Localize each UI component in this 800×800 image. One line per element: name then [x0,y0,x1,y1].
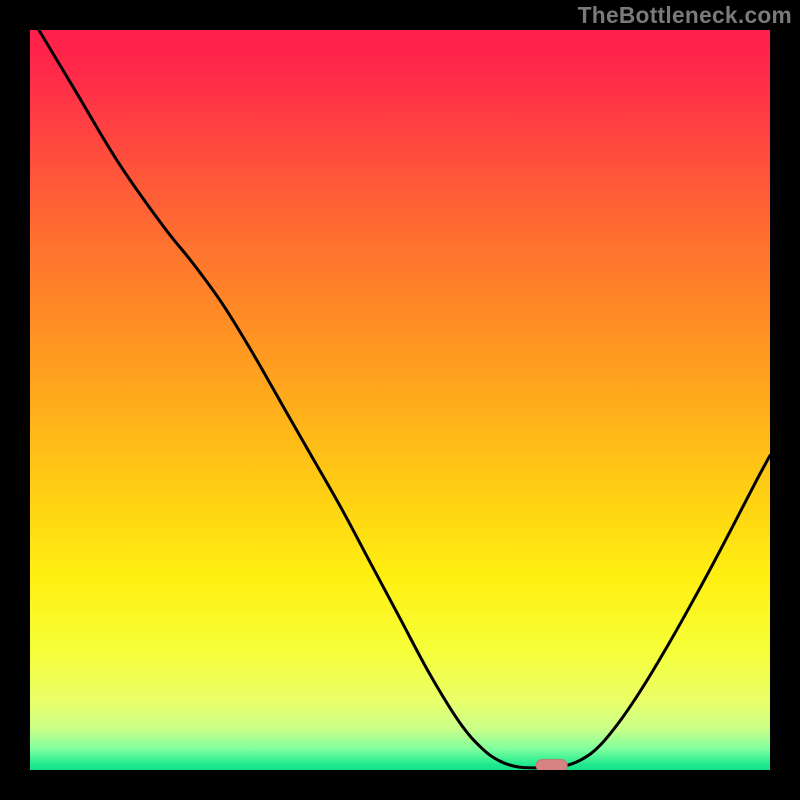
bottleneck-chart [0,0,800,800]
chart-stage: TheBottleneck.com [0,0,800,800]
watermark-text: TheBottleneck.com [578,2,792,29]
optimal-marker [536,760,567,772]
